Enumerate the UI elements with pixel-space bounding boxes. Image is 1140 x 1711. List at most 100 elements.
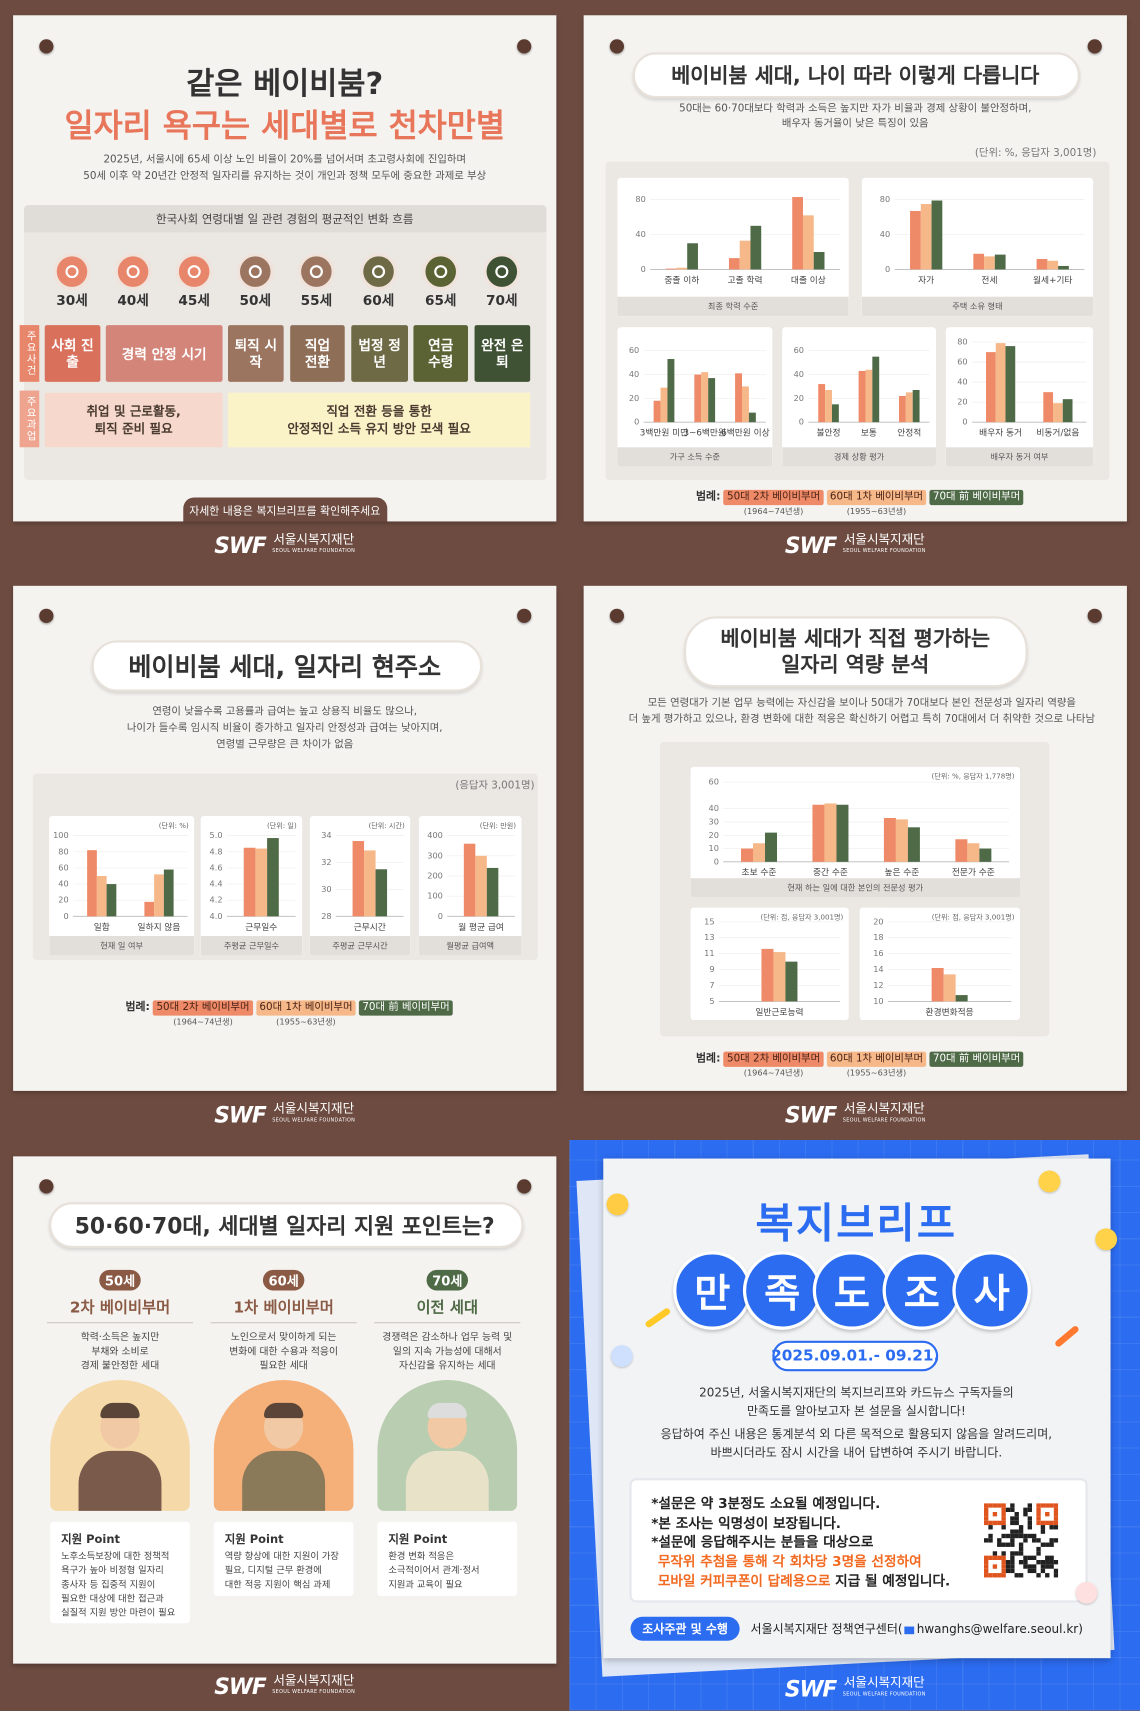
qr-cell xyxy=(1014,1573,1019,1578)
logo: SWF 서울시복지재단 SEOUL WELFARE FOUNDATION xyxy=(785,532,926,558)
qr-cell xyxy=(1023,1559,1028,1565)
point-line: 소극적이어서 관계·정서 xyxy=(388,1565,480,1577)
contact-email: hwanghs@welfare.seoul.kr xyxy=(916,1622,1079,1637)
legend-name: 60대 1차 베이비부머 xyxy=(826,489,927,506)
x-tick-label: 일하지 않음 xyxy=(138,922,181,933)
y-tick-label: 5.0 xyxy=(210,830,223,840)
y-tick-label: 100 xyxy=(53,830,69,840)
caption-band xyxy=(617,447,773,467)
qr-cell xyxy=(1010,1503,1015,1508)
description: 연령별 근무량은 큰 차이가 없음 xyxy=(216,738,354,751)
point-line: 환경 변화 적응은 xyxy=(388,1551,454,1563)
x-tick-label: 고졸 학력 xyxy=(728,274,763,286)
point-line: 필요한 대상에 대한 접근과 xyxy=(61,1593,164,1605)
point-line: 실질적 지원 방안 마련이 필요 xyxy=(61,1607,176,1619)
bar xyxy=(785,961,798,1002)
qr-cell xyxy=(992,1511,998,1517)
qr-cell xyxy=(1001,1551,1006,1556)
pin xyxy=(517,39,532,54)
intro: 응답하여 주신 내용은 통계분석 외 다른 목적으로 활용되지 않음을 알려드리… xyxy=(660,1426,1053,1442)
contact-close: ) xyxy=(1078,1622,1083,1637)
age-label: 55세 xyxy=(300,291,333,309)
bar xyxy=(748,412,756,423)
qr-cell xyxy=(1036,1551,1041,1556)
badge-char: 조 xyxy=(903,1271,940,1317)
qr-cell xyxy=(1036,1559,1041,1565)
qr-cell xyxy=(1010,1559,1015,1565)
qr-cell xyxy=(1027,1507,1032,1512)
point-title: 지원 Point xyxy=(388,1533,448,1547)
chart-card: 주평균 근무시간 (단위: 시간) 28 30 32 34 근무시간 xyxy=(309,815,411,956)
pin xyxy=(39,608,54,623)
legend: 범례: 50대 2차 베이비부머 (1964~74년생) 60대 1차 베이비부머 (1… xyxy=(696,489,1024,518)
chart-svg: 주평균 근무시간 (단위: 시간) 28 30 32 34 근무시간 xyxy=(309,821,411,956)
title: 베이비붐 세대가 직접 평가하는 xyxy=(720,626,991,651)
qr-cell xyxy=(1049,1503,1054,1508)
age-label: 60세 xyxy=(362,291,395,309)
qr-cell xyxy=(1027,1568,1032,1574)
person-body xyxy=(405,1450,489,1511)
qr-cell xyxy=(1040,1503,1046,1508)
qr-cell xyxy=(992,1503,998,1508)
bar xyxy=(154,874,164,917)
logo-mark: SWF xyxy=(784,532,838,559)
x-tick-label: 불안정 xyxy=(817,428,841,439)
bar xyxy=(475,855,487,917)
bar xyxy=(995,343,1006,423)
logo-mark: SWF xyxy=(784,1675,838,1702)
age-label: 45세 xyxy=(178,291,210,309)
logo-text: 서울시복지재단 SEOUL WELFARE FOUNDATION xyxy=(272,1674,355,1699)
event: 경력 안정 시기 xyxy=(105,325,223,382)
title: 베이비붐 세대, 나이 따라 이렇게 다릅니다 xyxy=(671,63,1040,88)
y-tick-label: 14 xyxy=(873,964,883,974)
emoji xyxy=(1095,1228,1118,1251)
group-desc: 필요한 세대 xyxy=(259,1360,308,1372)
caption-band xyxy=(690,878,1020,898)
logo-sub: SEOUL WELFARE FOUNDATION xyxy=(842,1118,926,1124)
qr-cell xyxy=(1005,1533,1011,1539)
caption-band xyxy=(945,447,1094,467)
qr-cell xyxy=(983,1520,989,1526)
title: 50·60·70대, 세대별 일자리 지원 포인트는? xyxy=(74,1212,495,1239)
bar xyxy=(486,867,499,917)
qr-cell xyxy=(1045,1564,1050,1569)
age-icon xyxy=(486,256,518,287)
caption-band xyxy=(200,935,303,956)
qr-cell xyxy=(983,1568,989,1574)
age-icon xyxy=(178,256,210,287)
caption: 월평균 급여액 xyxy=(446,940,494,950)
y-tick-label: 0 xyxy=(634,417,639,427)
bar xyxy=(243,847,256,917)
qr-cell xyxy=(1036,1503,1041,1508)
y-tick-label: 10 xyxy=(873,996,883,1006)
caption-band xyxy=(418,935,522,956)
caption: 주평균 근무일수 xyxy=(224,940,280,950)
y-tick-label: 34 xyxy=(321,830,331,840)
qr-cell xyxy=(1049,1538,1054,1543)
x-tick-label: 자가 xyxy=(918,275,934,286)
qr-cell xyxy=(1014,1551,1019,1556)
y-tick-label: 4.4 xyxy=(210,879,223,889)
qr-cell xyxy=(1027,1525,1032,1530)
qr-cell xyxy=(1023,1538,1028,1543)
bar xyxy=(858,370,866,423)
task-line: 안정적인 소득 유지 방안 모색 필요 xyxy=(287,421,471,437)
qr-cell xyxy=(997,1503,1002,1508)
qr-cell xyxy=(1001,1564,1006,1569)
bar xyxy=(872,356,880,423)
description: 나이가 들수록 임시직 비율이 증가하고 일자리 안정성과 급여는 낮아지며, xyxy=(126,722,443,735)
qr-cell xyxy=(1014,1533,1019,1539)
title: 같은 베이비붐? xyxy=(186,65,384,102)
pin xyxy=(39,39,54,54)
y-tick-label: 300 xyxy=(427,850,443,860)
legend-item: 70대 前 베이비부머 xyxy=(929,1051,1024,1067)
highlight: 모바일 커피쿠폰이 답례용으로 xyxy=(657,1572,831,1589)
group-desc: 변화에 대한 수용과 적응이 xyxy=(229,1346,339,1358)
bar xyxy=(752,843,765,862)
bar xyxy=(910,210,921,270)
bar xyxy=(665,268,677,270)
y-tick-label: 40 xyxy=(635,229,645,239)
bar xyxy=(895,819,908,862)
point-line: 노후소득보장에 대한 정책적 xyxy=(61,1551,170,1563)
age-label: 30세 xyxy=(56,291,88,309)
